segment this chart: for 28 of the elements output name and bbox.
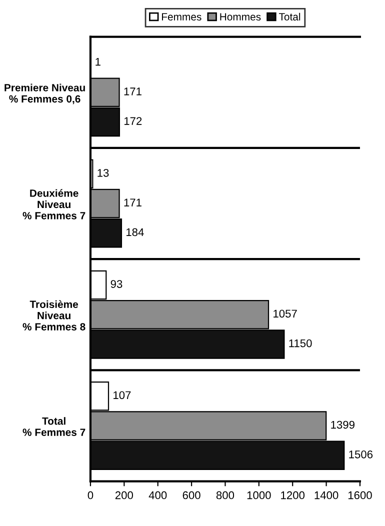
data-label: 171 (124, 198, 142, 206)
x-tick-label: 1600 (348, 491, 372, 500)
data-label: 1150 (289, 339, 312, 348)
data-label: 1 (96, 58, 100, 66)
data-label: 107 (114, 391, 131, 400)
legend-label: Hommes (220, 13, 261, 21)
x-tick-label: 1000 (247, 491, 271, 500)
data-label: 1399 (331, 420, 354, 429)
data-label: 1506 (349, 450, 373, 458)
legend-label: Femmes (162, 13, 202, 21)
x-tick-label: 400 (148, 491, 167, 500)
x-tick-label: 0 (88, 491, 94, 500)
y-tick-label: Total % Femmes 7 (22, 417, 86, 436)
data-label: 13 (98, 168, 109, 177)
x-tick-label: 200 (115, 491, 133, 500)
y-tick-label: Premiere Niveau % Femmes 0,6 (4, 84, 85, 104)
data-label: 93 (110, 280, 122, 288)
y-tick-label: Troisième Niveau % Femmes 8 (22, 300, 86, 330)
data-label: 184 (126, 228, 144, 236)
x-tick-label: 600 (182, 491, 200, 500)
legend-label: Total (278, 12, 300, 21)
y-tick-label: Deuxiéme Niveau % Femmes 7 (22, 189, 86, 220)
data-label: 1057 (274, 310, 297, 318)
data-label: 171 (124, 88, 142, 96)
x-tick-label: 1400 (314, 491, 338, 500)
x-tick-label: 1200 (281, 491, 305, 500)
x-tick-label: 800 (216, 491, 234, 500)
data-label: 172 (124, 117, 142, 125)
